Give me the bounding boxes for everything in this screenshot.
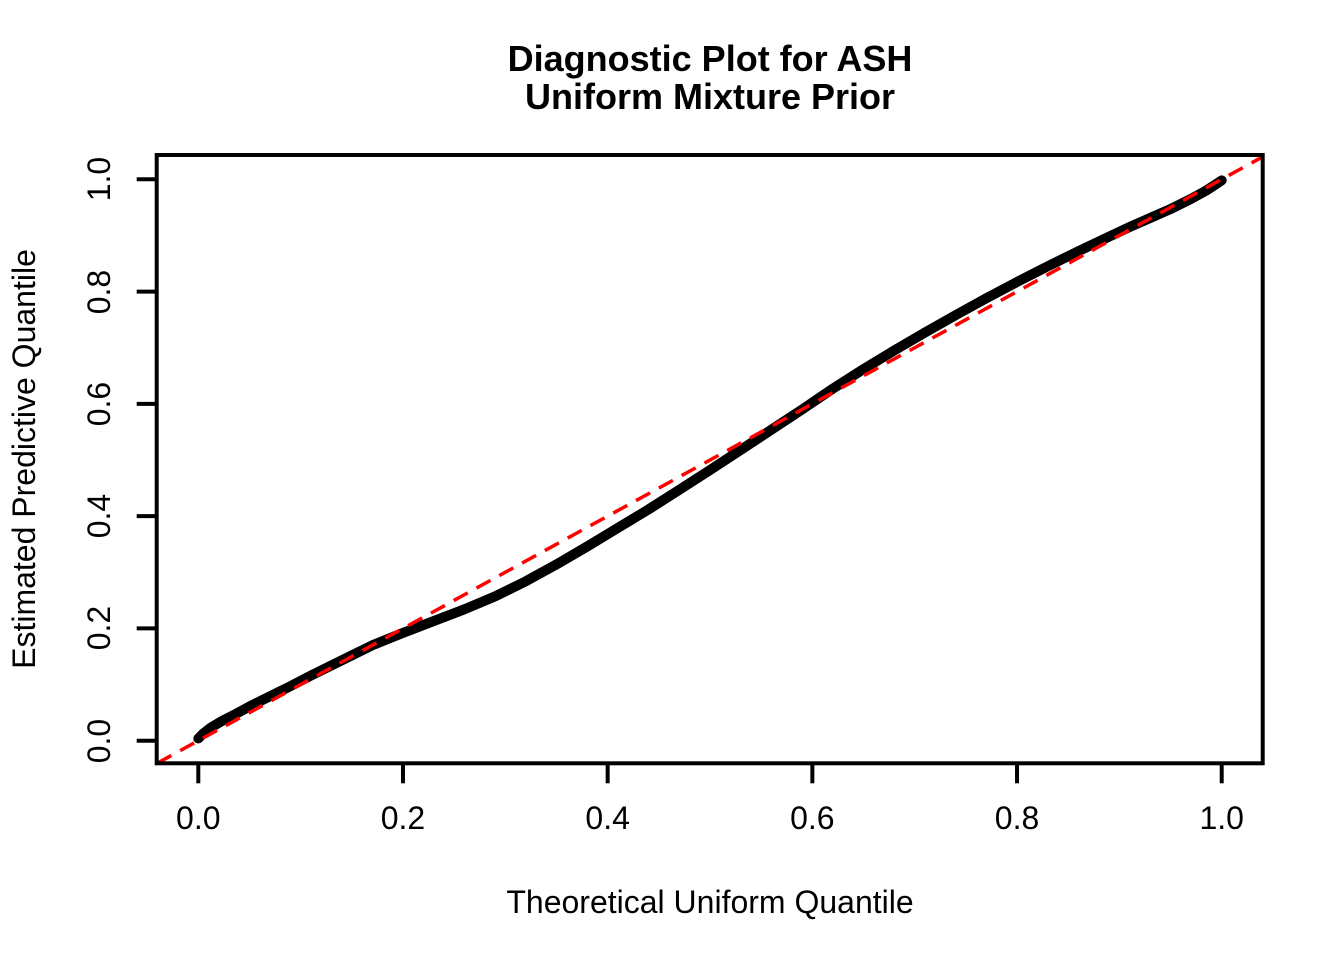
x-tick-label: 0.2 <box>380 800 426 836</box>
x-tick-label: 0.8 <box>994 800 1040 836</box>
x-tick-label: 0.4 <box>585 800 630 836</box>
y-tick-label: 0.8 <box>81 269 117 314</box>
y-tick-label: 0.4 <box>81 493 117 539</box>
y-tick-label: 0.0 <box>81 718 117 763</box>
x-axis-label: Theoretical Uniform Quantile <box>506 884 914 920</box>
x-tick-label: 0.0 <box>176 800 221 836</box>
plot-title: Diagnostic Plot for ASH Uniform Mixture … <box>157 40 1263 116</box>
y-axis-label: Estimated Predictive Quantile <box>6 249 42 669</box>
reference-diagonal-line <box>156 155 1264 765</box>
plot-title-line1: Diagnostic Plot for ASH <box>507 38 913 79</box>
y-tick-label: 0.6 <box>81 381 117 427</box>
plot-box <box>154 153 1265 766</box>
y-tick-label: 1.0 <box>81 157 117 202</box>
y-tick-label: 0.2 <box>81 606 117 651</box>
plot-title-line2: Uniform Mixture Prior <box>524 76 896 117</box>
x-tick-label: 1.0 <box>1199 800 1244 836</box>
quantile-points-band <box>193 175 1227 744</box>
x-tick-label: 0.6 <box>790 800 835 836</box>
